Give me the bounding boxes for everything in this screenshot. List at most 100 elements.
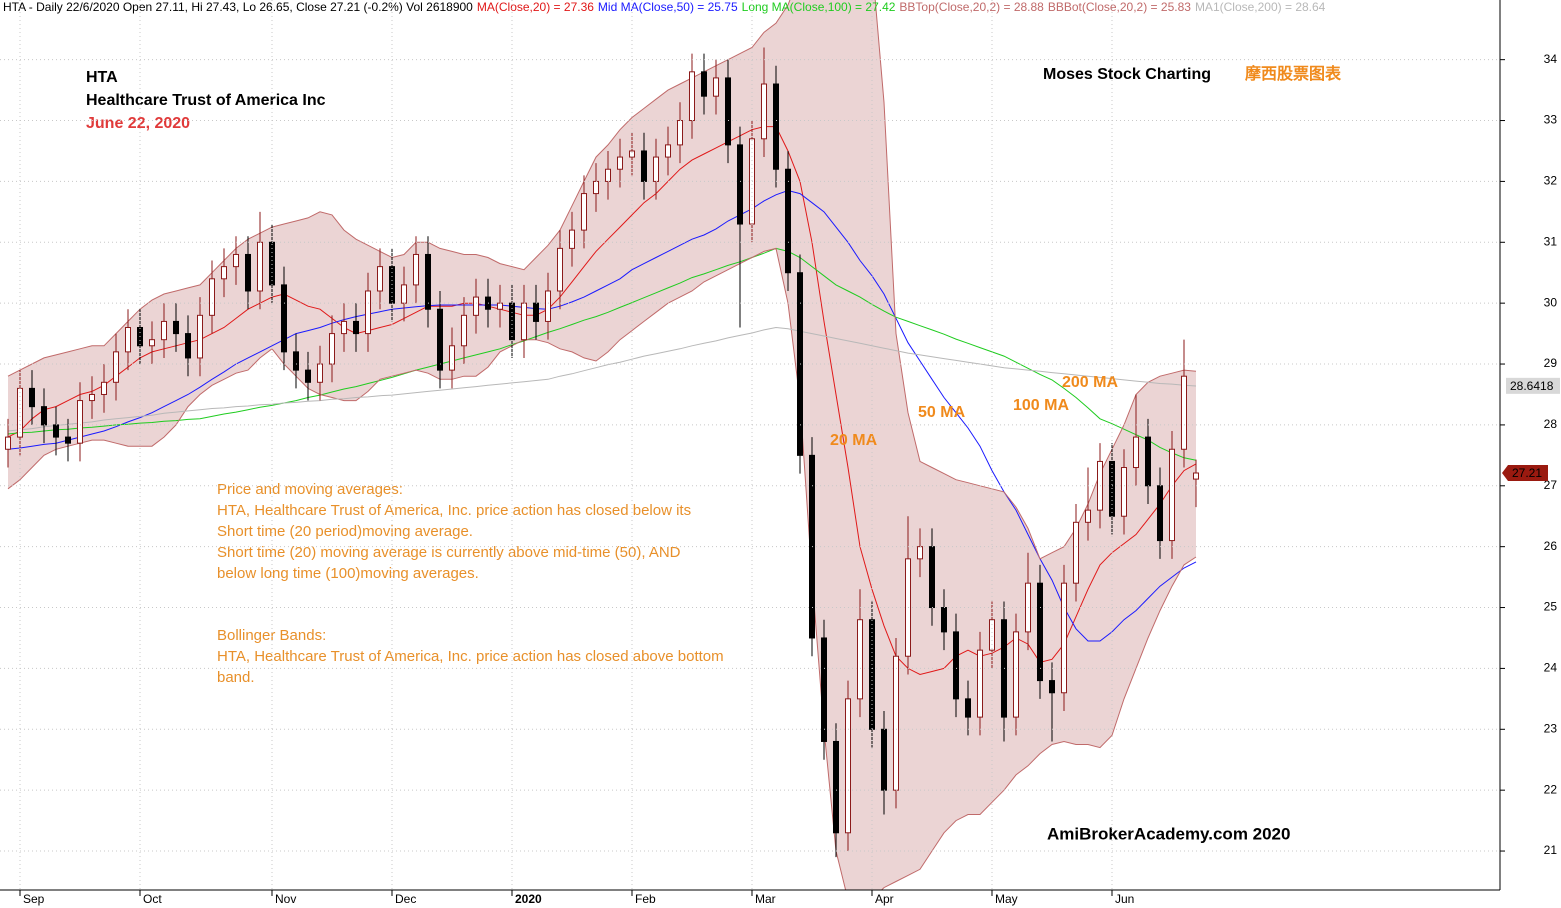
candle-body: [221, 266, 227, 280]
candle-body: [881, 728, 887, 791]
candle-body: [413, 253, 419, 286]
candle-body: [965, 698, 971, 718]
note: Short time (20 period)moving average.: [217, 523, 473, 540]
candle-body: [677, 120, 683, 146]
x-tick-label: 2020: [515, 892, 542, 906]
candle-body: [605, 168, 611, 182]
candle-body: [929, 546, 935, 609]
brand: Moses Stock Charting: [1043, 66, 1211, 83]
candle-body: [1181, 375, 1187, 450]
candle-body: [341, 320, 347, 335]
note: HTA, Healthcare Trust of America, Inc. p…: [217, 648, 724, 665]
candle-body: [641, 150, 647, 182]
candle-body: [185, 333, 191, 359]
legend-entry: MA(Close,20) = 27.36: [477, 0, 594, 14]
candle-body: [401, 284, 407, 304]
note: band.: [217, 669, 255, 686]
ma-label: 100 MA: [1013, 397, 1069, 414]
candle-body: [845, 698, 851, 834]
candle-body: [305, 369, 311, 383]
candle-body: [89, 393, 95, 402]
candle-body: [1049, 680, 1055, 694]
candle-body: [557, 247, 563, 292]
candle-body: [773, 83, 779, 170]
price-marker: [1506, 377, 1560, 394]
candle-body: [1085, 509, 1091, 523]
header: HTA - Daily 22/6/2020 Open 27.11, Hi 27.…: [3, 0, 1326, 14]
candle-body: [53, 424, 59, 438]
price-marker-label: 28.6418: [1510, 379, 1554, 393]
y-tick-label: 30: [1544, 295, 1558, 309]
candle-body: [1133, 436, 1139, 469]
y-tick-label: 28: [1544, 417, 1558, 431]
y-tick-label: 29: [1544, 356, 1558, 370]
brand-cn: 摩西股票图表: [1245, 64, 1342, 83]
candle-body: [581, 193, 587, 231]
legend-entry: Mid MA(Close,50) = 25.75: [598, 0, 738, 14]
y-tick-label: 23: [1544, 721, 1558, 735]
candle-body: [725, 77, 731, 146]
candle-body: [449, 345, 455, 371]
candle-body: [1061, 582, 1067, 694]
candle-body: [77, 400, 83, 444]
x-tick-label: Dec: [395, 892, 416, 906]
candle-body: [665, 144, 671, 158]
candle-body: [617, 156, 623, 170]
candle-body: [1145, 436, 1151, 487]
candle-body: [1157, 485, 1163, 542]
candle-body: [857, 619, 863, 700]
candle-body: [653, 156, 659, 182]
candle-body: [1013, 631, 1019, 718]
candle-body: [569, 229, 575, 249]
candle-body: [941, 607, 947, 633]
candle-body: [377, 266, 383, 292]
ma-line: [7, 326, 1197, 432]
candle-body: [953, 631, 959, 700]
candle-body: [833, 740, 839, 834]
date: June 22, 2020: [86, 115, 190, 132]
symbol: HTA: [86, 69, 118, 86]
x-tick-label: Jun: [1115, 892, 1134, 906]
candle-body: [917, 546, 923, 560]
candle-body: [1073, 521, 1079, 584]
ma-line: [7, 247, 1197, 461]
candle-body: [989, 619, 995, 651]
candle-body: [1121, 467, 1127, 517]
legend-entry: MA1(Close,200) = 28.64: [1195, 0, 1326, 14]
y-tick-label: 24: [1544, 661, 1558, 675]
y-tick-label: 22: [1544, 782, 1558, 796]
y-tick-label: 34: [1544, 52, 1558, 66]
note: Price and moving averages:: [217, 481, 403, 498]
y-tick-label: 26: [1544, 539, 1558, 553]
y-tick-label: 21: [1544, 843, 1558, 857]
y-tick-label: 31: [1544, 234, 1558, 248]
legend-entry: Long MA(Close,100) = 27.42: [742, 0, 896, 14]
candle-body: [821, 637, 827, 742]
candle-body: [5, 436, 11, 450]
ma-line: [7, 189, 1197, 642]
candle-body: [689, 71, 695, 122]
candle-body: [329, 333, 335, 365]
footer: AmiBrokerAcademy.com 2020: [1047, 824, 1290, 843]
candle-body: [125, 327, 131, 353]
candle-body: [29, 387, 35, 408]
legend-entry: BBTop(Close,20,2) = 28.88: [899, 0, 1044, 14]
candle-body: [209, 278, 215, 316]
x-tick-label: May: [995, 892, 1018, 906]
candle-body: [101, 381, 107, 395]
candle-body: [713, 77, 719, 97]
candle-body: [1193, 472, 1199, 480]
ma-label: 200 MA: [1062, 374, 1118, 391]
y-tick-label: 32: [1544, 174, 1558, 188]
candle-body: [977, 649, 983, 718]
candle-body: [521, 302, 527, 341]
candle-body: [161, 320, 167, 341]
x-tick-label: Mar: [755, 892, 776, 906]
candle-body: [1037, 582, 1043, 682]
candle-body: [593, 180, 599, 195]
x-tick-label: Sep: [23, 892, 45, 906]
ma-line: [7, 126, 1197, 676]
legend-entry: BBBot(Close,20,2) = 25.83: [1048, 0, 1191, 14]
candle-body: [353, 320, 359, 335]
